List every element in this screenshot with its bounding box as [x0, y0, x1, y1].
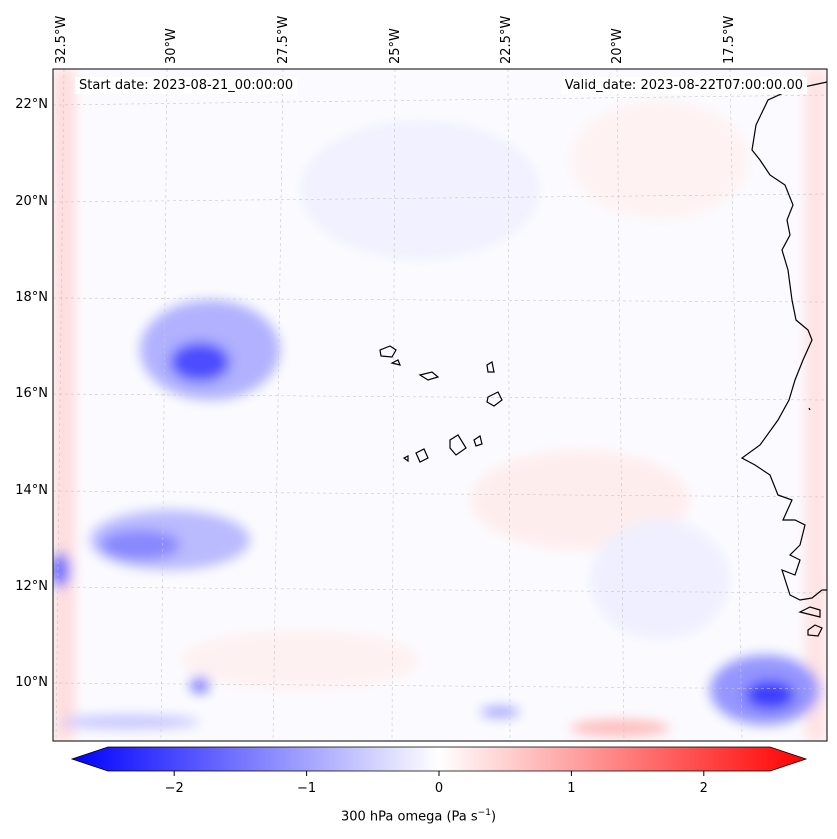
colorbar-title-end: ): [490, 809, 497, 825]
lat-label-16n: 16°N: [15, 386, 48, 401]
coastlines: [379, 81, 827, 637]
lat-label-22n: 22°N: [15, 97, 48, 112]
lon-label-32-5w: 32.5°W: [54, 15, 69, 64]
graticule: [53, 69, 827, 741]
colorbar-title-exponent: −1: [477, 808, 491, 818]
colorbar-title-text: 300 hPa omega (Pa s: [340, 809, 478, 825]
colorbar-tick-label: −1: [297, 781, 317, 796]
omega-field: [53, 69, 827, 741]
lon-label-27-5w: 27.5°W: [276, 15, 291, 64]
lat-label-10n: 10°N: [15, 675, 48, 690]
lon-label-30w: 30°W: [164, 28, 179, 64]
lon-label-25w: 25°W: [388, 28, 403, 64]
colorbar: [70, 746, 808, 772]
start-date-label: Start date: 2023-08-21_00:00:00: [75, 77, 298, 94]
lat-label-20n: 20°N: [15, 194, 48, 209]
colorbar-tick-label: 1: [567, 781, 576, 796]
lon-label-22-5w: 22.5°W: [499, 15, 514, 64]
map-frame: [52, 68, 828, 742]
lat-label-14n: 14°N: [15, 483, 48, 498]
colorbar-title: 300 hPa omega (Pa s−1): [0, 808, 837, 824]
colorbar-tick-label: 2: [699, 781, 708, 796]
lat-label-18n: 18°N: [15, 290, 48, 305]
valid-date-label: Valid_date: 2023-08-22T07:00:00.00: [560, 77, 807, 94]
colorbar-tick-label: −2: [164, 781, 184, 796]
lon-label-20w: 20°W: [610, 28, 625, 64]
lat-label-12n: 12°N: [15, 579, 48, 594]
colorbar-ticks: [173, 771, 705, 776]
colorbar-tick-label: 0: [434, 781, 444, 796]
lon-label-17-5w: 17.5°W: [722, 15, 737, 64]
